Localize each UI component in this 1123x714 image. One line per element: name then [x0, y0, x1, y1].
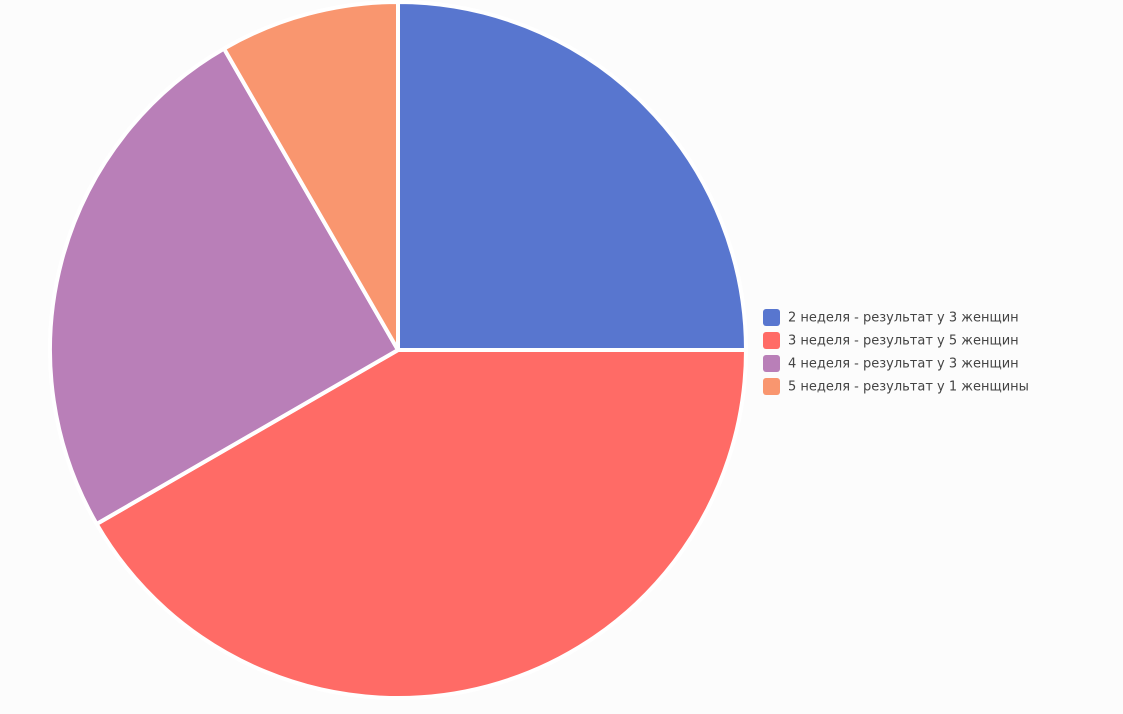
legend-label: 2 неделя - результат у 3 женщин [788, 311, 1019, 326]
pie-slice [48, 46, 400, 526]
pie-slice [222, 0, 400, 352]
legend-label: 3 неделя - результат у 5 женщин [788, 334, 1019, 349]
legend-swatch [763, 309, 780, 326]
pie-slice [396, 0, 748, 352]
legend-label: 5 неделя - результат у 1 женщины [788, 380, 1029, 395]
pie-slice [94, 348, 748, 700]
legend-swatch [763, 378, 780, 395]
legend-label: 4 неделя - результат у 3 женщин [788, 357, 1019, 372]
legend-swatch [763, 355, 780, 372]
legend-swatch [763, 332, 780, 349]
